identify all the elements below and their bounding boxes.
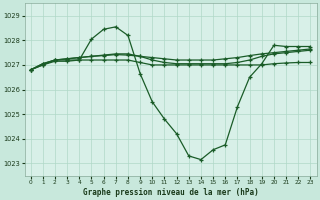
X-axis label: Graphe pression niveau de la mer (hPa): Graphe pression niveau de la mer (hPa) xyxy=(83,188,258,197)
